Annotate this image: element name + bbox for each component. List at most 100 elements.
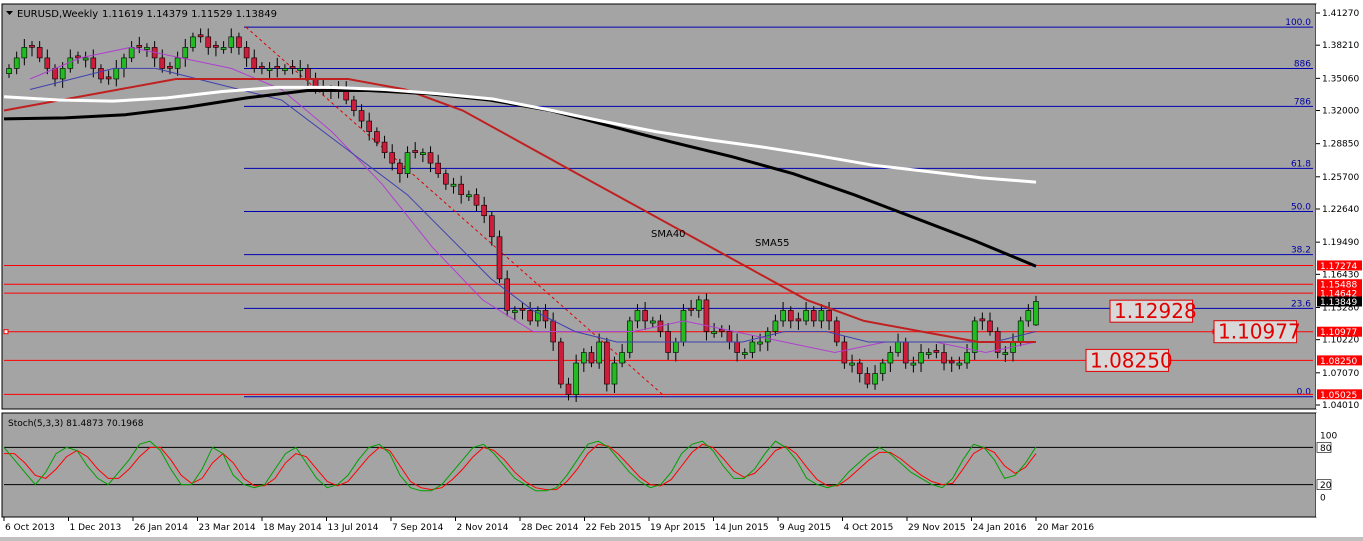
price-tick-label: 1.41270	[1322, 9, 1359, 19]
bull-candle	[910, 362, 917, 366]
price-marker-label: 1.17274	[1320, 262, 1357, 272]
bull-candle	[144, 47, 150, 50]
date-tick-label: 18 May 2014	[263, 523, 322, 533]
price-marker-label: 1.05025	[1320, 391, 1357, 401]
bull-candle	[971, 320, 978, 353]
bull-candle	[512, 310, 518, 313]
bull-candle	[128, 47, 135, 59]
price-marker	[1317, 279, 1362, 290]
bear-candle	[787, 310, 794, 322]
price-marker-label: 1.10977	[1320, 328, 1357, 338]
bear-candle	[864, 373, 871, 385]
stoch-panel-area[interactable]	[1, 412, 1317, 518]
level-handle-left[interactable]	[3, 329, 9, 335]
bull-candle	[220, 47, 227, 50]
bull-candle	[420, 152, 426, 156]
bear-candle	[565, 383, 572, 395]
bear-candle	[588, 352, 595, 364]
price-tick-label: 1.35060	[1322, 74, 1359, 84]
bear-candle	[205, 36, 212, 48]
bear-candle	[519, 308, 526, 311]
bull-candle	[82, 57, 89, 61]
bear-candle	[427, 152, 434, 164]
bear-candle	[159, 57, 166, 69]
bear-candle	[167, 66, 173, 69]
price-tick-label: 1.16430	[1322, 270, 1359, 280]
bear-candle	[496, 236, 503, 280]
bull-candle	[695, 299, 702, 311]
stoch-level-marker	[1316, 479, 1332, 490]
sma-short-line	[29, 46, 1037, 354]
stoch-header: Stoch(5,3,3) 81.4873 70.1968	[8, 419, 144, 429]
bull-candle	[879, 362, 886, 374]
sma55-line	[3, 78, 1036, 343]
price-marker-label: 1.14642	[1320, 290, 1357, 300]
bull-candle	[466, 194, 472, 198]
bull-candle	[803, 310, 809, 322]
bear-candle	[251, 57, 258, 69]
price-marker	[1317, 389, 1362, 400]
bear-candle	[688, 308, 694, 311]
level-box-label: 1.10977	[1218, 320, 1301, 344]
bear-candle	[642, 310, 648, 322]
bull-candle	[925, 352, 932, 355]
bull-candle	[872, 373, 878, 385]
stochastic-indicator: 100 80 20 0	[3, 432, 1337, 504]
bear-candle	[397, 162, 403, 174]
fib-level-label: 786	[1294, 97, 1311, 107]
bear-candle	[933, 350, 940, 353]
bull-candle	[818, 310, 825, 322]
stoch-axis	[1316, 413, 1362, 517]
moving-averages	[3, 46, 1037, 354]
bull-candle	[649, 320, 656, 324]
bear-candle	[481, 204, 487, 217]
bear-candle	[90, 57, 97, 69]
bear-candle	[443, 173, 449, 185]
price-tick-label: 1.38210	[1322, 41, 1359, 51]
fibonacci-levels: 100.0 886 786 61.8 50.0 38.2 23.6 0.0	[244, 18, 1313, 398]
bear-candle	[236, 36, 242, 48]
bear-candle	[366, 120, 373, 132]
bull-candle	[764, 331, 771, 343]
bear-candle	[75, 55, 81, 59]
date-tick-label: 19 Apr 2015	[650, 523, 706, 533]
bear-candle	[826, 310, 832, 322]
chart-header: EURUSD,Weekly 1.11619 1.14379 1.11529 1.…	[6, 9, 277, 20]
bear-candle	[703, 299, 710, 332]
bull-candle	[757, 341, 763, 345]
bear-candle	[374, 131, 380, 143]
bear-candle	[52, 68, 58, 80]
bull-candle	[956, 362, 963, 366]
bear-candle	[44, 57, 51, 69]
bull-candle	[611, 362, 618, 385]
chart-menu-triangle-icon[interactable]	[6, 11, 13, 15]
bull-candle	[1017, 320, 1024, 343]
bear-candle	[527, 310, 533, 322]
price-marker	[1317, 260, 1362, 271]
fib-level-label: 0.0	[1297, 388, 1312, 398]
date-tick-label: 9 Aug 2015	[779, 523, 831, 533]
price-tick-label: 1.04010	[1322, 401, 1359, 411]
price-tick-label: 1.22640	[1322, 205, 1359, 215]
fib-level-label: 886	[1294, 59, 1311, 69]
bull-candle	[182, 47, 189, 59]
bull-candle	[282, 68, 288, 71]
bull-candle	[581, 352, 587, 364]
bear-candle	[305, 68, 311, 80]
bull-candle	[1002, 352, 1009, 355]
fib-level-label: 38.2	[1291, 246, 1311, 256]
bear-candle	[504, 278, 510, 311]
bear-candle	[274, 66, 281, 69]
bull-candle	[13, 57, 20, 69]
stoch-tick-label: 80	[1320, 444, 1332, 454]
bear-candle	[243, 47, 250, 59]
date-tick-label: 29 Nov 2015	[908, 523, 966, 533]
bear-candle	[98, 68, 104, 80]
price-tick-label: 1.19490	[1322, 238, 1359, 248]
price-tick-label: 1.13280	[1322, 303, 1359, 313]
stoch-tick-label: 100	[1320, 432, 1337, 442]
symbol-label: EURUSD,Weekly	[17, 9, 98, 20]
date-axis: 6 Oct 2013 1 Dec 2013 26 Jan 2014 23 Mar 20…	[3, 517, 1094, 533]
